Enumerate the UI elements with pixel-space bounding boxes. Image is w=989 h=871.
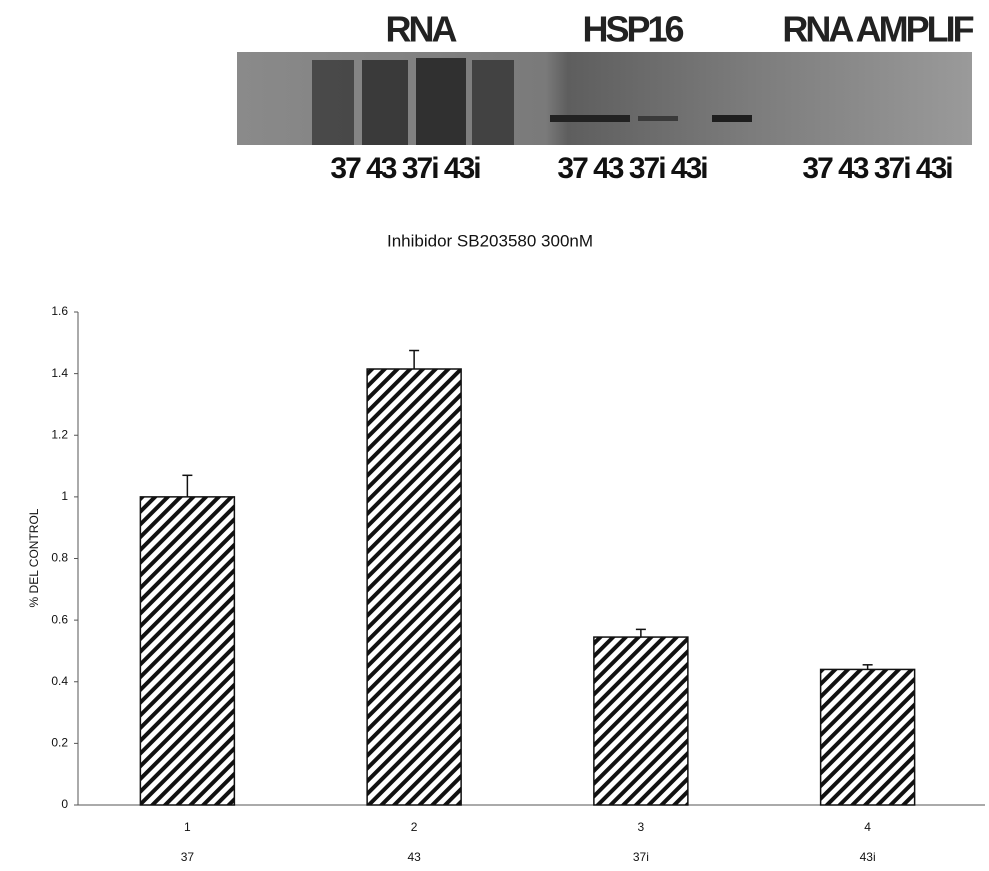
x-sublabel: 43 xyxy=(407,850,421,864)
lane-label: 43i xyxy=(671,152,707,185)
y-tick-label: 0.2 xyxy=(51,736,68,750)
lane-labels: 37 43 37i 43i xyxy=(557,152,707,185)
x-sublabel: 37i xyxy=(633,850,649,864)
lane-label: 37 xyxy=(802,152,833,185)
x-tick-label: 3 xyxy=(638,820,645,834)
lane-label: 43i xyxy=(444,152,480,185)
y-tick-label: 1.6 xyxy=(51,304,68,318)
lane-label: 43 xyxy=(838,152,869,185)
x-tick-label: 4 xyxy=(864,820,871,834)
y-tick-label: 0.8 xyxy=(51,551,68,565)
figure: RNA37 43 37i 43iHSP1637 43 37i 43iRNA AM… xyxy=(0,0,989,871)
chart: Inhibidor SB203580 300nM % DEL CONTROL 0… xyxy=(27,231,985,864)
lane-label: 37i xyxy=(629,152,665,185)
x-sublabel: 43i xyxy=(860,850,876,864)
bar xyxy=(140,497,234,805)
x-sublabel: 37 xyxy=(181,850,195,864)
y-tick-label: 1 xyxy=(61,489,68,503)
y-tick-label: 0.6 xyxy=(51,612,68,626)
lane-label: 37 xyxy=(330,152,361,185)
bar xyxy=(367,369,461,805)
y-tick-label: 0.4 xyxy=(51,674,68,688)
x-tick-label: 1 xyxy=(184,820,191,834)
x-tick-label: 2 xyxy=(411,820,418,834)
gel-image xyxy=(237,52,972,145)
gel-group-title: RNA xyxy=(386,9,458,50)
y-axis-label: % DEL CONTROL xyxy=(27,508,41,607)
lane-label: 43 xyxy=(593,152,624,185)
bar xyxy=(594,637,688,805)
lane-label: 37 xyxy=(557,152,588,185)
lane-label: 37i xyxy=(402,152,438,185)
lane-labels: 37 43 37i 43i xyxy=(802,152,952,185)
lane-label: 43 xyxy=(366,152,397,185)
chart-title: Inhibidor SB203580 300nM xyxy=(387,231,593,250)
gel-group-title: RNA AMPLIF xyxy=(782,9,973,50)
y-tick-label: 1.2 xyxy=(51,427,68,441)
gel-group-title: HSP16 xyxy=(582,9,683,50)
bar xyxy=(821,669,915,805)
lane-label: 37i xyxy=(874,152,910,185)
y-tick-label: 0 xyxy=(61,797,68,811)
y-tick-label: 1.4 xyxy=(51,366,68,380)
lane-label: 43i xyxy=(916,152,952,185)
lane-labels: 37 43 37i 43i xyxy=(330,152,480,185)
